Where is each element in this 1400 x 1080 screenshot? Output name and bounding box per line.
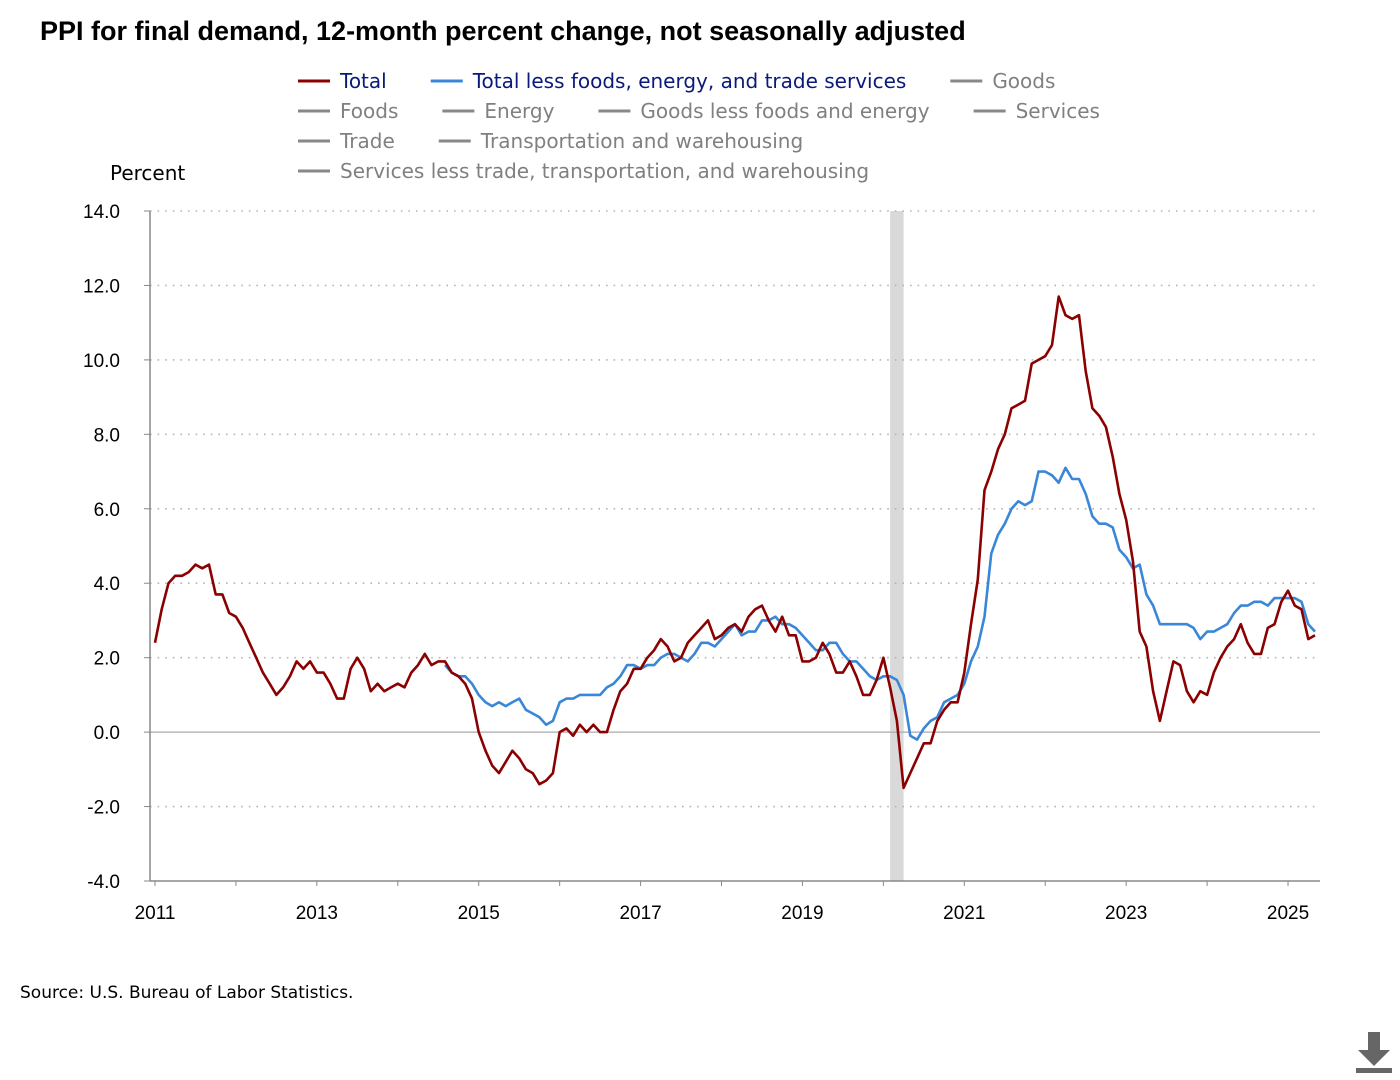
- x-tick-label: 2015: [458, 903, 500, 924]
- y-tick-label: -2.0: [87, 798, 120, 819]
- series-line: [444, 466, 1316, 741]
- legend-label: Foods: [340, 99, 398, 123]
- y-axis-ticks: -4.0 -2.0 0.0 2.0 4.0 6.0 8.0 10.0 12.0 14.0: [83, 202, 150, 893]
- chart-legend: Total Total less foods, energy, and trade…: [298, 69, 1100, 183]
- legend-label: Goods less foods and energy: [640, 99, 929, 123]
- recession-shading: [890, 211, 904, 881]
- legend-item[interactable]: Foods: [298, 99, 398, 123]
- y-tick-label: 2.0: [94, 649, 120, 670]
- x-tick-label: 2023: [1105, 903, 1147, 924]
- y-tick-label: 6.0: [94, 500, 120, 521]
- legend-item[interactable]: Services less trade, transportation, and…: [298, 159, 869, 183]
- legend-item[interactable]: Energy: [442, 99, 555, 123]
- y-tick-label: 0.0: [94, 723, 120, 744]
- legend-label: Total less foods, energy, and trade serv…: [472, 69, 907, 93]
- x-tick-label: 2013: [296, 903, 338, 924]
- legend-label: Energy: [484, 99, 554, 123]
- y-tick-label: -4.0: [87, 872, 120, 893]
- axes: [149, 211, 1320, 882]
- download-button[interactable]: [1352, 1028, 1396, 1074]
- legend-item[interactable]: Transportation and warehousing: [438, 129, 803, 153]
- legend-item[interactable]: Goods less foods and energy: [598, 99, 930, 123]
- x-tick-label: 2017: [619, 903, 661, 924]
- x-tick-label: 2021: [943, 903, 985, 924]
- chart-title: PPI for final demand, 12-month percent c…: [40, 16, 966, 46]
- y-tick-label: 14.0: [83, 202, 120, 223]
- legend-item[interactable]: Services: [973, 99, 1100, 123]
- legend-label: Trade: [339, 129, 395, 153]
- recession-band: [890, 211, 904, 881]
- y-axis-label: Percent: [110, 161, 185, 185]
- ppi-line-chart: Total Total less foods, energy, and trade…: [83, 69, 1320, 924]
- y-tick-label: 8.0: [94, 425, 120, 446]
- y-tick-label: 4.0: [94, 574, 120, 595]
- x-tick-label: 2025: [1267, 903, 1309, 924]
- legend-label: Transportation and warehousing: [480, 129, 803, 153]
- gridlines: [150, 210, 1320, 808]
- legend-item[interactable]: Total less foods, energy, and trade serv…: [430, 69, 907, 93]
- series-line: [153, 295, 1316, 790]
- legend-item[interactable]: Goods: [950, 69, 1055, 93]
- legend-item[interactable]: Total: [298, 69, 387, 93]
- y-tick-label: 10.0: [83, 351, 120, 372]
- x-axis-ticks: 2011 2013 2015 2017 2019 2021 2023 2025: [135, 881, 1309, 924]
- legend-label: Services less trade, transportation, and…: [340, 159, 869, 183]
- x-tick-label: 2011: [135, 903, 176, 924]
- y-tick-label: 12.0: [83, 276, 120, 297]
- legend-label: Goods: [992, 69, 1055, 93]
- series-lines: [153, 295, 1316, 790]
- legend-item[interactable]: Trade: [298, 129, 395, 153]
- legend-label: Total: [339, 69, 387, 93]
- download-icon: [1356, 1032, 1392, 1073]
- x-tick-label: 2019: [781, 903, 823, 924]
- source-note: Source: U.S. Bureau of Labor Statistics.: [20, 983, 354, 1003]
- legend-label: Services: [1016, 99, 1100, 123]
